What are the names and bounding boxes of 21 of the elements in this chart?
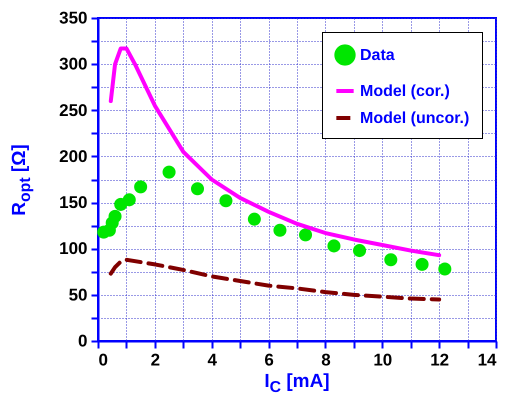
y-tick-label: 200 — [59, 146, 88, 166]
y-tick-label: 50 — [68, 285, 88, 304]
y-tick-label: 350 — [59, 8, 88, 28]
legend-label: Model (uncor.) — [360, 110, 470, 127]
legend-label: Data — [360, 47, 395, 64]
y-tick-label: 100 — [59, 239, 88, 258]
x-tick-label: 0 — [98, 350, 108, 370]
x-axis-title: I$_{C}$ [mA] — [264, 371, 330, 397]
x-tick-label: 8 — [321, 350, 331, 370]
x-tick-label: 4 — [207, 350, 218, 370]
y-tick-label: 250 — [59, 100, 88, 120]
line-series — [108, 258, 442, 302]
y-tick-label: 150 — [59, 193, 88, 212]
x-tick-label: 14 — [478, 350, 498, 370]
y-tick-label: 300 — [59, 54, 88, 74]
x-tick-label: 6 — [264, 350, 274, 370]
x-tick-label: 2 — [150, 350, 160, 370]
legend-label: Model (cor.) — [360, 83, 450, 100]
x-tick-label: 10 — [373, 350, 392, 370]
x-tick-label: 12 — [430, 350, 450, 370]
y-tick-label: 0 — [78, 332, 88, 350]
